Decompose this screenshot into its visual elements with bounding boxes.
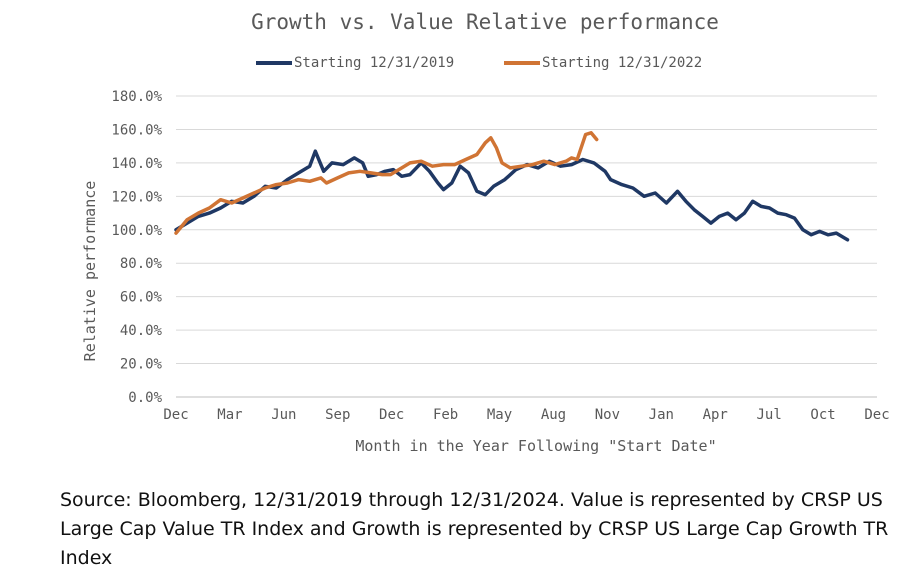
y-axis-ticks: 0.0% 20.0% 40.0% 60.0% 80.0% 100.0% 120.0% 140.… (111, 89, 162, 406)
chart-title: Growth vs. Value Relative performance (251, 10, 719, 34)
x-tick-label: Nov (595, 407, 620, 423)
x-tick-label: May (487, 407, 512, 423)
x-axis-label: Month in the Year Following "Start Date" (355, 437, 716, 455)
x-tick-label: Jul (757, 407, 782, 423)
x-tick-label: Aug (541, 407, 566, 423)
legend-label-series-2019: Starting 12/31/2019 (294, 55, 454, 71)
y-tick-label: 20.0% (120, 357, 163, 373)
series-line-0 (174, 149, 850, 242)
chart: Growth vs. Value Relative performance St… (81, 10, 890, 455)
y-tick-label: 80.0% (120, 256, 163, 272)
legend-label-series-2022: Starting 12/31/2022 (542, 55, 702, 71)
x-axis-ticks: Dec Mar Jun Sep Dec Feb May Aug Nov Jan Apr Jul Oct D… (163, 407, 889, 423)
legend: Starting 12/31/2019 Starting 12/31/2022 (256, 55, 702, 71)
y-tick-label: 100.0% (111, 223, 162, 239)
x-tick-label: Jun (271, 407, 296, 423)
x-tick-label: Dec (864, 407, 889, 423)
x-tick-label: Mar (217, 407, 242, 423)
y-tick-label: 60.0% (120, 290, 163, 306)
y-tick-label: 0.0% (128, 390, 162, 406)
y-tick-label: 180.0% (111, 89, 162, 105)
y-tick-label: 140.0% (111, 156, 162, 172)
x-tick-label: Feb (433, 407, 458, 423)
gridlines (176, 95, 877, 398)
x-tick-label: Dec (163, 407, 188, 423)
series-line-1 (174, 131, 599, 235)
y-tick-label: 40.0% (120, 323, 163, 339)
x-tick-label: Dec (379, 407, 404, 423)
source-note: Source: Bloomberg, 12/31/2019 through 12… (60, 489, 889, 569)
y-axis-label: Relative performance (81, 181, 99, 362)
y-tick-label: 160.0% (111, 122, 162, 138)
series-lines (174, 131, 850, 242)
x-tick-label: Jan (649, 407, 674, 423)
y-tick-label: 120.0% (111, 189, 162, 205)
x-tick-label: Sep (325, 407, 350, 423)
x-tick-label: Oct (810, 407, 835, 423)
chart-svg: Growth vs. Value Relative performance St… (81, 10, 890, 455)
x-tick-label: Apr (703, 407, 728, 423)
